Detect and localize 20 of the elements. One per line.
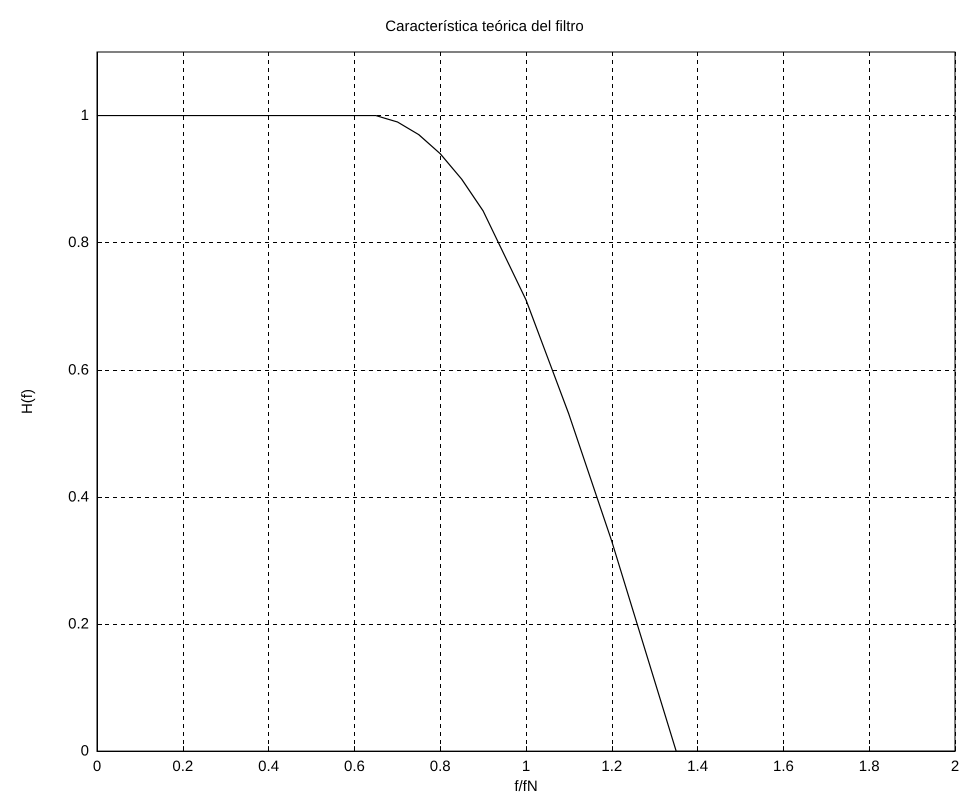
y-tick-label: 0	[80, 742, 89, 760]
y-tick-label: 0.4	[68, 488, 89, 506]
x-tick-label: 0	[92, 758, 102, 776]
x-tick-label: 1.6	[772, 758, 794, 776]
y-tick-label: 0.6	[68, 361, 89, 378]
x-tick-label: 2	[950, 758, 960, 776]
x-tick-label: 0.2	[172, 758, 194, 776]
y-tick-label: 1	[80, 107, 89, 124]
y-tick-label: 0.8	[68, 234, 89, 252]
y-axis-title: H(f)	[19, 389, 36, 414]
x-tick-label: 1.8	[858, 758, 880, 776]
y-tick-label: 0.2	[68, 615, 89, 632]
x-tick-label: 0.4	[258, 758, 280, 776]
x-tick-label: 1	[522, 758, 530, 776]
chart-title: Característica teórica del filtro	[385, 18, 584, 35]
x-tick-label: 0.6	[344, 758, 365, 776]
x-tick-label: 1.4	[687, 758, 708, 776]
x-axis-title: f/fN	[514, 778, 538, 795]
x-tick-label: 1.2	[601, 758, 622, 776]
x-tick-label: 0.8	[430, 758, 451, 776]
